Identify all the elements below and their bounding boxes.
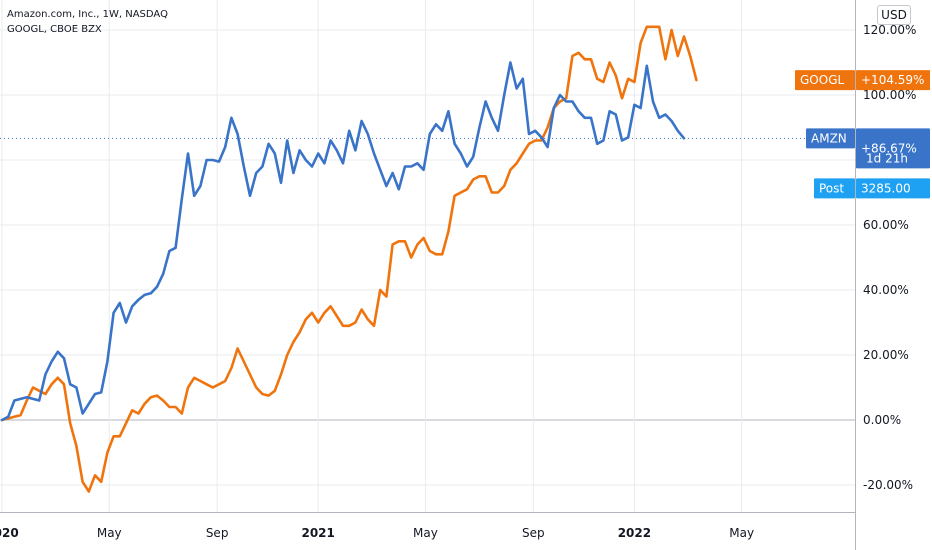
googl-name-tag-bg bbox=[795, 70, 855, 91]
y-tick-label: -20.00% bbox=[863, 478, 913, 492]
googl-value-tag-bg bbox=[856, 70, 930, 91]
x-tick-label: May bbox=[413, 526, 438, 540]
y-tick-label: 120.00% bbox=[863, 23, 916, 37]
y-tick-label: 20.00% bbox=[863, 348, 909, 362]
x-tick-label: 2021 bbox=[301, 526, 334, 540]
legend-compare-symbol[interactable]: GOOGL, CBOE BZX bbox=[7, 24, 102, 35]
googl-series-line bbox=[0, 25, 698, 493]
amzn-name-tag-text: AMZN bbox=[811, 131, 847, 145]
amzn-value-tag-bg bbox=[856, 128, 930, 169]
x-tick-label: 2022 bbox=[618, 526, 651, 540]
y-tick-label: 0.00% bbox=[863, 413, 901, 427]
googl-value-tag-text: +104.59% bbox=[861, 73, 924, 87]
x-tick-label: May bbox=[97, 526, 122, 540]
amzn-series-line bbox=[0, 61, 686, 422]
x-tick-label: Sep bbox=[206, 526, 229, 540]
legend-main-symbol[interactable]: Amazon.com, Inc., 1W, NASDAQ bbox=[7, 9, 168, 20]
post-name-tag-text: Post bbox=[819, 181, 844, 195]
y-tick-label: 100.00% bbox=[863, 88, 916, 102]
post-name-tag-bg bbox=[814, 178, 855, 199]
x-tick-label: Sep bbox=[522, 526, 545, 540]
amzn-value-tag-text: +86.67% bbox=[861, 141, 917, 155]
post-value-tag-bg bbox=[856, 178, 930, 199]
legend: Amazon.com, Inc., 1W, NASDAQ GOOGL, CBOE… bbox=[7, 7, 168, 37]
x-tick-label: 2020 bbox=[0, 526, 19, 540]
y-tick-label: 40.00% bbox=[863, 283, 909, 297]
x-tick-label: May bbox=[729, 526, 754, 540]
googl-name-tag-text: GOOGL bbox=[800, 73, 844, 87]
currency-button[interactable]: USD bbox=[877, 5, 911, 25]
amzn-countdown-text: 1d 21h bbox=[866, 151, 908, 165]
amzn-name-tag-bg bbox=[806, 128, 855, 149]
post-value-tag-text: 3285.00 bbox=[861, 181, 911, 195]
y-tick-label: 60.00% bbox=[863, 218, 909, 232]
